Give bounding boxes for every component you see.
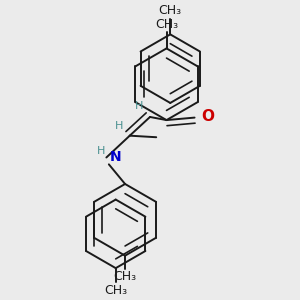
Text: CH₃: CH₃: [113, 270, 136, 283]
Text: H: H: [96, 146, 105, 156]
Text: H: H: [135, 101, 143, 111]
Text: CH₃: CH₃: [155, 18, 178, 31]
Text: O: O: [201, 110, 214, 124]
Text: CH₃: CH₃: [104, 284, 127, 297]
Text: N: N: [110, 151, 121, 164]
Text: CH₃: CH₃: [159, 4, 182, 17]
Text: H: H: [115, 121, 124, 131]
